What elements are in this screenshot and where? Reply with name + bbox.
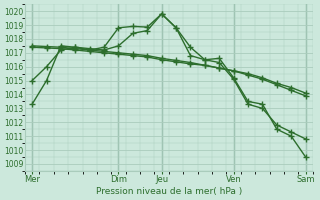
X-axis label: Pression niveau de la mer( hPa ): Pression niveau de la mer( hPa ) — [96, 187, 242, 196]
